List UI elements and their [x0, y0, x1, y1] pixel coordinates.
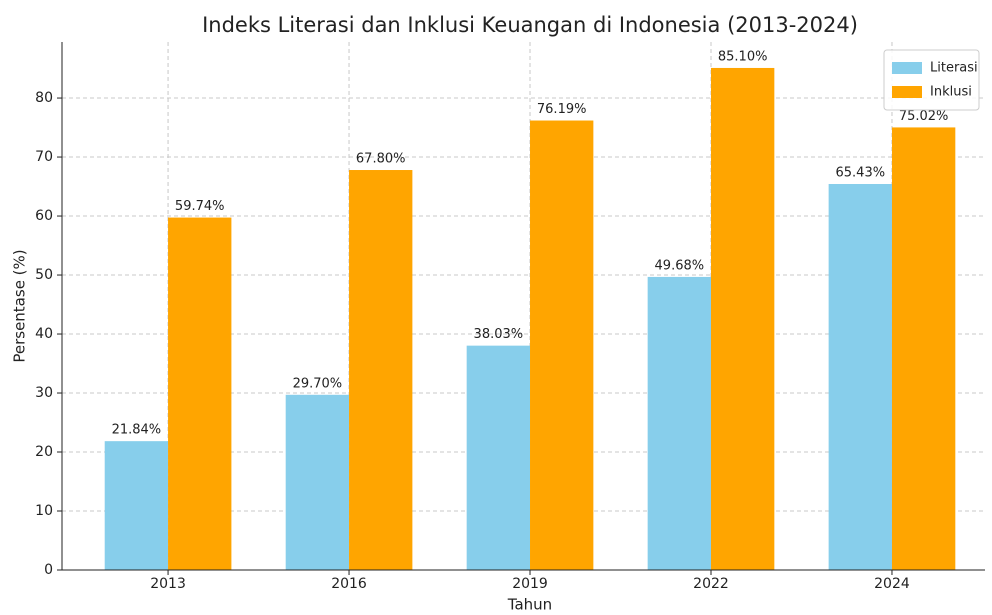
x-tick-label: 2016: [331, 576, 367, 592]
bar: [168, 217, 232, 570]
x-tick-label: 2013: [150, 576, 186, 592]
x-tick-label: 2024: [874, 576, 910, 592]
bar: [828, 183, 892, 570]
y-tick-label: 20: [35, 444, 53, 460]
y-tick-label: 10: [35, 503, 53, 519]
bar: [710, 67, 775, 570]
value-label: 29.70%: [293, 376, 343, 391]
x-axis-label: Tahun: [507, 596, 552, 614]
y-tick-label: 40: [35, 326, 53, 342]
value-label: 67.80%: [356, 152, 406, 167]
bar: [647, 276, 711, 570]
y-axis-label: Persentase (%): [11, 249, 29, 362]
x-tick-label: 2022: [693, 576, 729, 592]
legend-label: Inklusi: [930, 85, 972, 100]
bar: [104, 441, 169, 570]
value-label: 49.68%: [655, 258, 705, 273]
legend-swatch: [892, 86, 922, 98]
y-tick-label: 50: [35, 267, 53, 283]
legend-swatch: [892, 62, 922, 74]
value-label: 38.03%: [474, 327, 524, 342]
value-label: 59.74%: [175, 199, 225, 214]
x-tick-label: 2019: [512, 576, 548, 592]
y-tick-label: 30: [35, 385, 53, 401]
legend: Literasi Inklusi: [883, 49, 980, 111]
value-label: 65.43%: [836, 165, 886, 180]
y-tick-label: 60: [35, 208, 53, 224]
value-label: 21.84%: [112, 423, 162, 438]
bar: [466, 345, 531, 570]
value-label: 75.02%: [899, 109, 949, 124]
legend-box: [883, 49, 980, 111]
legend-label: Literasi: [930, 61, 978, 76]
y-tick-label: 80: [35, 90, 53, 106]
value-label: 85.10%: [718, 49, 768, 64]
bar: [530, 120, 594, 571]
value-label: 76.19%: [537, 102, 587, 117]
chart-title: Indeks Literasi dan Inklusi Keuangan di …: [202, 13, 858, 37]
bar: [891, 127, 956, 570]
y-tick-label: 0: [44, 562, 53, 578]
y-tick-label: 70: [35, 149, 53, 165]
bar: [349, 170, 413, 570]
bar: [285, 394, 350, 570]
